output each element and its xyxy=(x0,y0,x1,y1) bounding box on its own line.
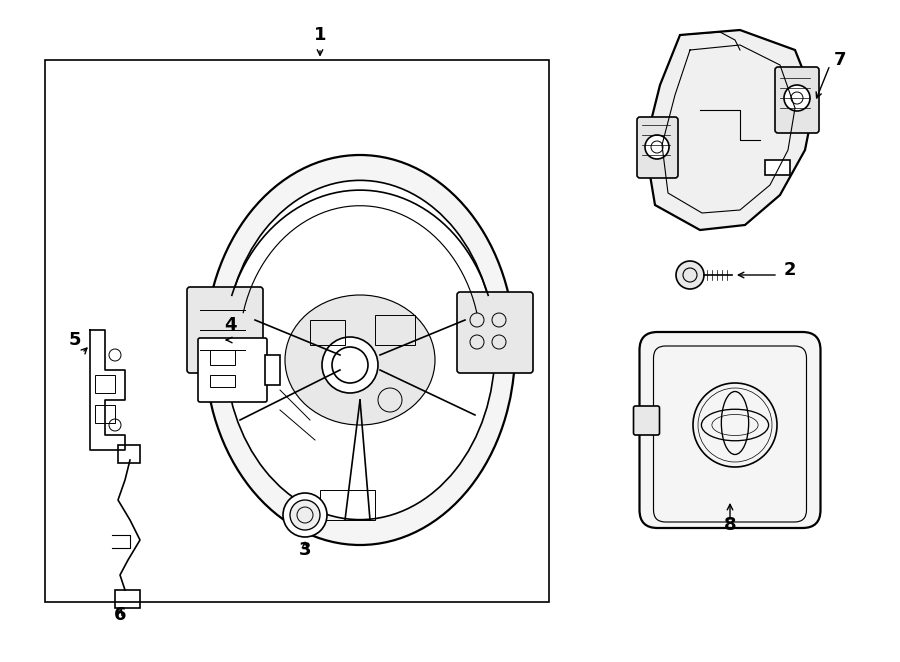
Ellipse shape xyxy=(225,180,495,520)
Bar xyxy=(210,350,235,365)
FancyBboxPatch shape xyxy=(198,338,267,402)
Text: 2: 2 xyxy=(784,261,796,279)
Bar xyxy=(95,405,115,423)
Text: 8: 8 xyxy=(724,516,736,534)
FancyBboxPatch shape xyxy=(637,117,678,178)
Bar xyxy=(375,315,415,345)
Bar xyxy=(765,160,790,175)
Bar xyxy=(115,590,140,608)
Bar xyxy=(95,375,115,393)
Circle shape xyxy=(322,337,378,393)
Bar xyxy=(320,490,375,520)
Text: 3: 3 xyxy=(299,541,311,559)
FancyBboxPatch shape xyxy=(187,287,263,373)
Ellipse shape xyxy=(205,155,515,545)
Circle shape xyxy=(676,261,704,289)
Bar xyxy=(45,60,549,602)
Bar xyxy=(210,375,235,387)
Bar xyxy=(118,445,140,463)
Ellipse shape xyxy=(285,295,435,425)
Text: 4: 4 xyxy=(224,316,236,334)
Circle shape xyxy=(290,500,320,530)
Text: 7: 7 xyxy=(833,51,846,69)
FancyBboxPatch shape xyxy=(634,406,660,435)
Bar xyxy=(310,320,345,345)
FancyBboxPatch shape xyxy=(457,292,533,373)
Text: 1: 1 xyxy=(314,26,326,44)
Circle shape xyxy=(645,135,669,159)
Text: 6: 6 xyxy=(113,606,126,624)
Circle shape xyxy=(784,85,810,111)
Circle shape xyxy=(283,493,327,537)
Text: 5: 5 xyxy=(68,331,81,349)
Bar xyxy=(265,355,280,385)
FancyBboxPatch shape xyxy=(640,332,821,528)
FancyBboxPatch shape xyxy=(775,67,819,133)
Polygon shape xyxy=(645,30,815,230)
